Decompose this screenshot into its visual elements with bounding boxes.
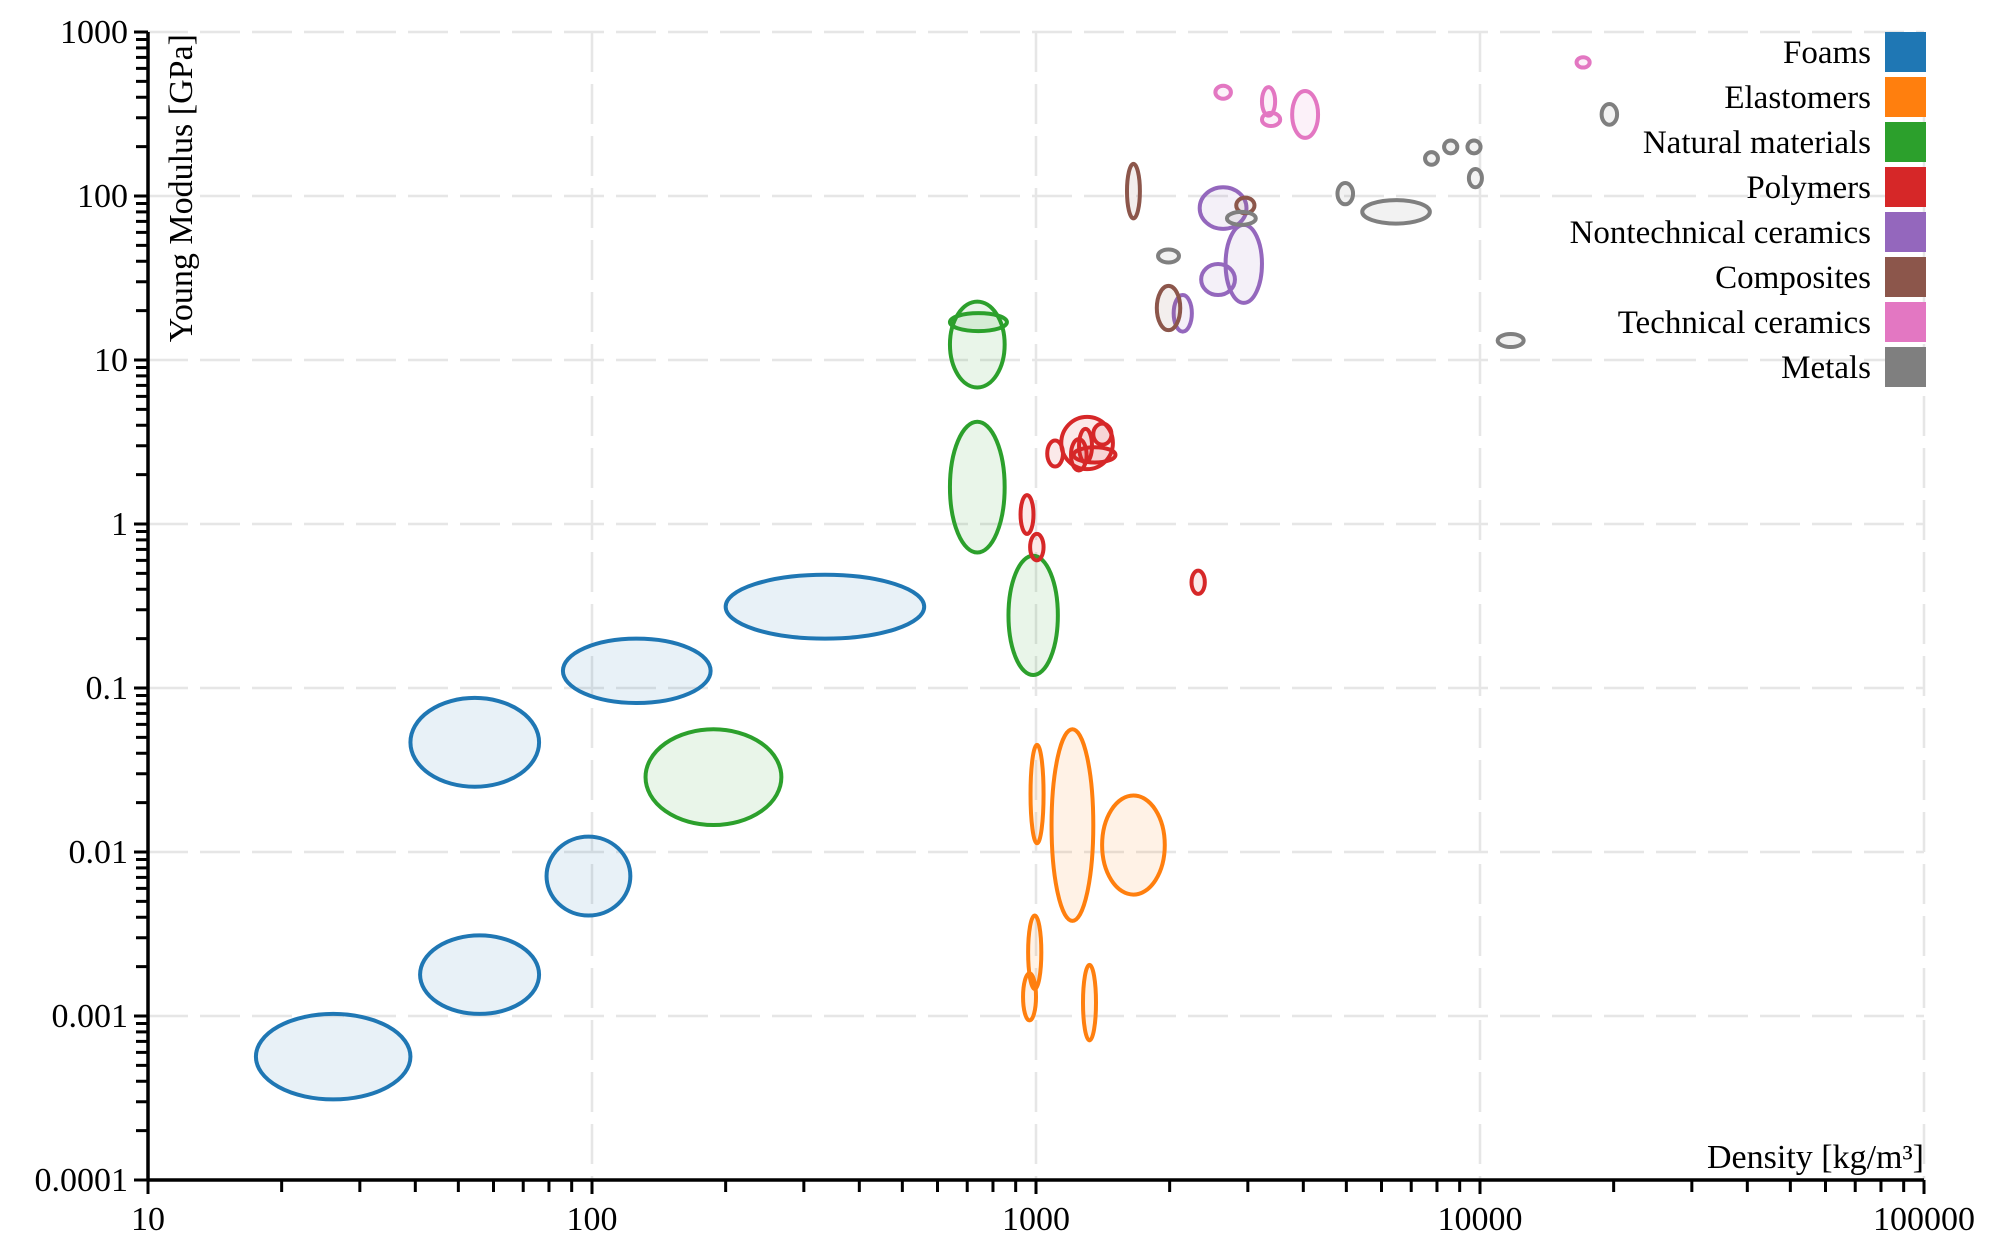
legend-swatch [1885,32,1926,72]
region-metals [1224,209,1258,227]
region-metals [1466,167,1484,190]
x-tick-label: 10 [131,1201,165,1238]
legend-label: Natural materials [1643,125,1871,161]
legend-label: Elastomers [1724,80,1871,116]
region-metals [1156,247,1181,265]
y-tick-label: 1000 [60,14,128,51]
y-tick-label: 1 [111,506,128,543]
region-polymers [1045,438,1065,469]
x-tick-label: 100000 [1873,1201,1975,1238]
region-foams [253,1011,413,1102]
region-foams [723,572,927,641]
region-natural-materials [947,299,1007,390]
y-axis-title: Young Modulus [GPa] [163,34,200,342]
region-technical-ceramics [1259,85,1278,118]
region-elastomers [1021,971,1038,1023]
x-tick-label: 10000 [1438,1201,1523,1238]
legend-label: Technical ceramics [1618,305,1871,341]
region-foams [544,834,633,918]
region-composites [1154,283,1183,333]
region-elastomers [1049,727,1096,923]
legend-swatch [1885,257,1926,297]
region-natural-materials [947,419,1007,555]
y-tick-label: 0.1 [86,670,129,707]
legend-swatch [1885,122,1926,162]
y-tick-label: 10 [94,342,128,379]
legend-label: Foams [1783,35,1871,71]
region-technical-ceramics [1213,83,1233,101]
legend-swatch [1885,302,1926,342]
region-composites [1124,161,1142,221]
x-tick-label: 1000 [1002,1201,1070,1238]
region-metals [1599,101,1620,127]
region-metals [1442,138,1460,156]
region-nontechnical-ceramics [1199,261,1237,298]
region-metals [1495,332,1526,350]
legend-swatch [1885,347,1926,387]
region-polymers [1018,493,1036,536]
region-technical-ceramics [1574,55,1592,70]
region-foams [408,695,542,789]
region-technical-ceramics [1290,88,1321,140]
x-tick-label: 100 [567,1201,618,1238]
region-technical-ceramics [1259,110,1283,129]
x-axis-title: Density [kg/m³] [1707,1139,1924,1176]
region-polymers [1028,531,1046,563]
region-foams [560,636,713,706]
legend-swatch [1885,167,1926,207]
region-natural-materials [643,727,784,828]
legend-label: Nontechnical ceramics [1570,215,1871,251]
legend-label: Composites [1715,260,1871,296]
region-nontechnical-ceramics [1197,185,1249,231]
region-natural-materials [947,311,1009,334]
grid-lines [148,30,1926,1180]
region-elastomers [1028,742,1046,846]
legend-swatch [1885,212,1926,252]
region-natural-materials [1006,553,1060,678]
region-elastomers [1100,793,1167,897]
legend-label: Polymers [1746,170,1871,206]
y-tick-label: 100 [77,178,128,215]
region-metals [1423,150,1440,167]
y-tick-label: 0.01 [69,834,129,871]
region-polymers [1071,445,1118,465]
region-metals [1465,138,1483,156]
region-polymers [1189,568,1207,596]
region-polymers [1091,421,1114,447]
legend-swatch [1885,77,1926,117]
region-foams [418,933,542,1016]
axes: 10 100 1000 10000 100000 0.0001 0.001 0.01 0.1 1 1… [35,14,1976,1238]
y-tick-label: 0.0001 [35,1162,129,1199]
region-elastomers [1080,962,1098,1043]
legend: Foams Elastomers Natural materials Polymers… [1570,32,1926,387]
region-metals [1360,198,1432,226]
region-metals [1335,181,1356,207]
legend-label: Metals [1781,350,1871,386]
material-regions [253,55,1620,1102]
y-tick-label: 0.001 [52,998,129,1035]
